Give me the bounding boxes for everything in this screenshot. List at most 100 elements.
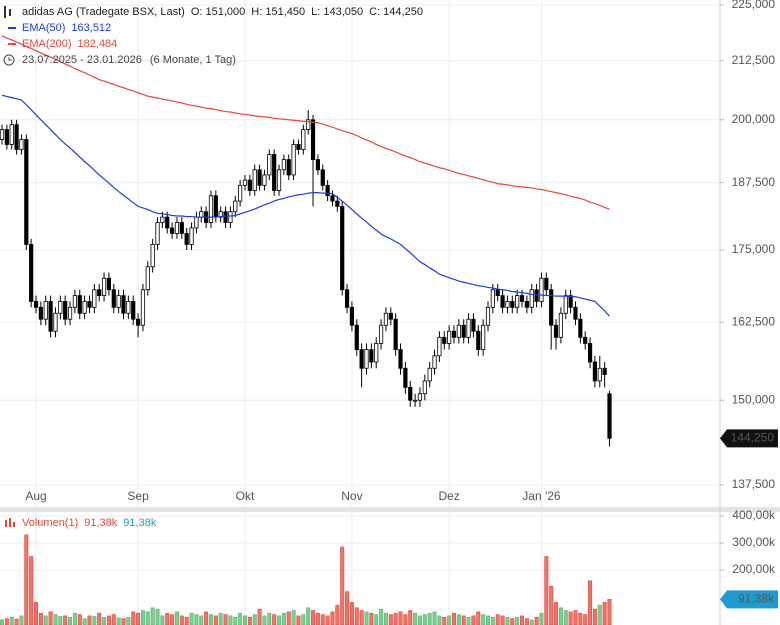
candle-body (597, 367, 602, 382)
y-tick-label: 150,000 (732, 392, 776, 406)
volume-bar (374, 614, 379, 625)
x-tick-label: Aug (25, 489, 46, 503)
candle-body (155, 222, 160, 245)
volume-bar (349, 602, 354, 625)
volume-bar (597, 604, 602, 625)
candle-body (344, 289, 350, 308)
volume-bar (369, 612, 374, 625)
volume-bar (340, 546, 345, 625)
volume-bar (481, 614, 486, 625)
volume-bar (111, 614, 116, 625)
candle-body (233, 200, 238, 213)
volume-bar (24, 534, 29, 625)
volume-bar (72, 612, 77, 625)
volume-bar (165, 612, 170, 625)
candle-body (451, 330, 457, 338)
candle-body (515, 295, 520, 308)
volume-bar (524, 618, 529, 625)
candle-body (374, 343, 379, 363)
candle-body (466, 318, 471, 338)
candle-body (442, 336, 447, 344)
volume-bar (160, 615, 165, 625)
candle-body (140, 289, 146, 326)
candle-body (563, 295, 568, 314)
candle-body (106, 277, 112, 291)
candle-body (583, 336, 588, 344)
candle-body (505, 301, 510, 308)
candle-body (310, 119, 316, 160)
candle-body (281, 159, 286, 171)
volume-bar (204, 611, 209, 625)
volume-bar (335, 604, 340, 625)
legend-value: 182,484 (78, 38, 118, 50)
candle-body (135, 318, 141, 326)
volume-bar (131, 611, 136, 625)
candle-body (490, 289, 495, 308)
candle-body (4, 129, 9, 145)
candle-body (553, 324, 559, 338)
volume-bar (140, 610, 145, 625)
candle-body (63, 301, 68, 320)
volume-bar (97, 612, 102, 625)
y-tick-label: 200,000 (732, 112, 776, 126)
candle-body (417, 393, 423, 401)
candle-body (228, 211, 233, 223)
candle-body (179, 222, 184, 234)
candle-body (213, 195, 218, 218)
candle-body (38, 306, 43, 320)
candle-body (412, 399, 418, 402)
volume-bar (325, 615, 330, 625)
candle-body (145, 266, 150, 291)
volume-bar (485, 615, 491, 625)
volume-bar (558, 607, 563, 625)
candle-body (252, 169, 257, 191)
candle-body (67, 306, 73, 320)
candle-body (456, 324, 461, 338)
volume-bar (116, 617, 121, 625)
candle-body (320, 169, 325, 186)
volume-panel (0, 534, 612, 625)
candle-body (169, 227, 175, 234)
candle-body (257, 169, 262, 186)
volume-bar (228, 615, 233, 625)
legend-icon (9, 9, 11, 16)
candle-body (272, 154, 277, 191)
volume-bar (150, 607, 155, 625)
volume-bar (393, 612, 398, 625)
candle-body (242, 179, 248, 186)
candle-body (568, 295, 573, 308)
volume-bar (442, 616, 447, 625)
candle-body (403, 367, 408, 388)
legend-title: adidas AG (Tradegate BSX, Last) O: 151,00… (22, 6, 423, 18)
candle-body (87, 301, 92, 308)
candle-body (286, 159, 291, 176)
candle-body (447, 330, 452, 344)
candle-body (72, 295, 78, 308)
volume-bar (568, 611, 573, 625)
volume-bar (223, 614, 228, 625)
candle-body (340, 205, 345, 291)
last-volume-label: 91,38k (738, 592, 775, 606)
candle-body (354, 324, 359, 350)
ema-line (1, 94, 610, 317)
candle-body (388, 312, 393, 320)
volume-bar (417, 615, 422, 625)
volume-bar (291, 610, 296, 625)
candle-body (184, 232, 189, 245)
last-price-label: 144,250 (731, 431, 775, 445)
candle-body (500, 295, 505, 308)
candle-body (58, 301, 63, 314)
candle-body (24, 139, 29, 245)
candle-body (150, 244, 155, 268)
x-tick-label: Nov (341, 489, 362, 503)
candle-body (189, 227, 194, 245)
volume-bar (330, 611, 335, 625)
candle-body (519, 295, 525, 302)
volume-bar (490, 616, 495, 625)
volume-bar (238, 612, 243, 625)
volume-bar (68, 616, 73, 625)
volume-bar (592, 608, 597, 625)
volume-bar (539, 612, 544, 625)
candle-body (602, 367, 607, 375)
